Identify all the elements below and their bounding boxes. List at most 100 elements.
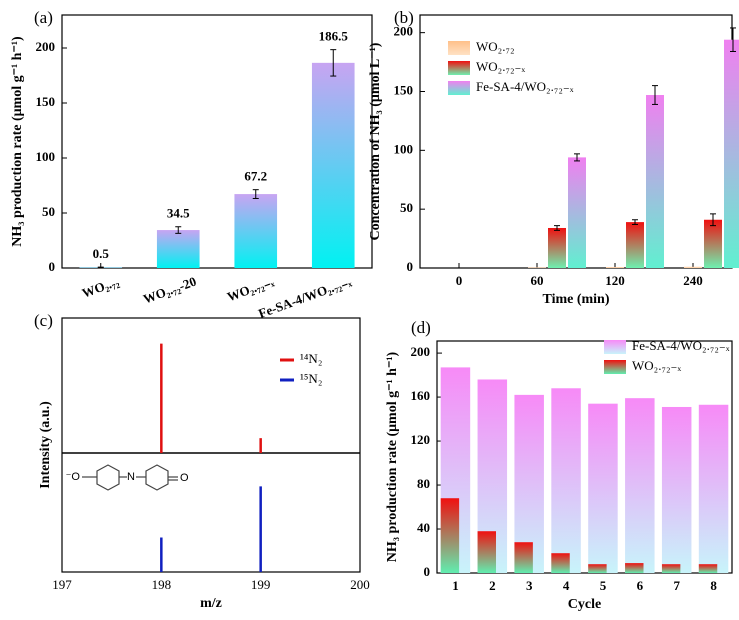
- y-axis-title: NH₃ production rate (μmol g⁻¹ h⁻¹): [10, 36, 25, 247]
- panel-label: (d): [411, 318, 431, 337]
- bar: [568, 157, 586, 268]
- structure-label: O: [180, 472, 189, 484]
- bar: [528, 267, 546, 268]
- bar: [588, 403, 618, 573]
- x-tick-label: 1: [452, 578, 459, 593]
- x-axis-title: Time (min): [542, 292, 609, 307]
- value-label: 67.2: [244, 169, 267, 184]
- x-tick-label: 5: [600, 578, 607, 593]
- bar: [551, 388, 581, 573]
- x-tick-label: 197: [52, 577, 72, 592]
- y-tick-label: 100: [36, 149, 56, 164]
- bar: [661, 406, 692, 573]
- x-tick-label: 8: [710, 578, 717, 593]
- legend-label: ¹⁴N₂: [300, 351, 322, 366]
- x-axis-title: Cycle: [568, 597, 601, 612]
- legend-label: WO₂.₇₂₋ₓ: [632, 358, 681, 373]
- x-tick-label: 199: [251, 577, 271, 592]
- x-tick-label: WO₂.₇₂-20: [141, 274, 198, 307]
- legend-swatch: [448, 61, 470, 75]
- bar: [477, 531, 496, 573]
- x-tick-label: WO₂.₇₂: [80, 273, 121, 300]
- legend-swatch: [448, 41, 470, 55]
- bar: [661, 564, 681, 573]
- error-bar: [574, 153, 580, 162]
- error-bar: [330, 49, 337, 77]
- y-tick-label: 40: [417, 520, 430, 535]
- panel-label: (a): [34, 8, 53, 27]
- y-tick-label: 0: [49, 259, 56, 274]
- error-bar: [632, 219, 638, 225]
- panel-label: (c): [34, 311, 53, 330]
- legend-label: ¹⁵N₂: [300, 371, 322, 386]
- bar: [440, 498, 460, 573]
- error-bar: [652, 85, 658, 105]
- legend-label: WO₂.₇₂: [476, 39, 515, 54]
- legend-label: WO₂.₇₂₋ₓ: [476, 59, 525, 74]
- structure-label: ⁻O: [66, 471, 81, 483]
- x-tick-label: 7: [673, 578, 680, 593]
- plot-frame: [61, 14, 373, 269]
- bar: [548, 227, 566, 268]
- x-axis-title: m/z: [200, 596, 222, 611]
- bar: [724, 39, 739, 269]
- bar: [704, 219, 722, 268]
- bar: [156, 230, 200, 268]
- bar: [311, 62, 355, 268]
- error-bar: [97, 266, 104, 269]
- y-tick-label: 0: [407, 259, 414, 274]
- y-tick-label: 120: [411, 432, 431, 447]
- x-tick-label: 3: [526, 578, 533, 593]
- y-tick-label: 200: [411, 344, 431, 359]
- panel-label: (b): [394, 8, 414, 27]
- y-axis-title: Intensity (a.u.): [38, 401, 53, 489]
- bar: [606, 267, 624, 268]
- bar: [625, 398, 655, 573]
- error-bar: [175, 226, 182, 234]
- bar: [234, 194, 278, 268]
- plot-frame: [436, 340, 733, 574]
- y-tick-label: 0: [424, 564, 431, 579]
- y-tick-label: 150: [394, 82, 414, 97]
- bar: [646, 95, 664, 268]
- x-tick-label: 200: [350, 577, 370, 592]
- bar: [684, 266, 702, 268]
- bar: [551, 553, 570, 573]
- y-tick-label: 200: [36, 39, 56, 54]
- value-label: 0.5: [93, 246, 110, 261]
- chemical-structure: [82, 464, 178, 491]
- y-tick-label: 80: [417, 476, 430, 491]
- x-tick-label: 2: [489, 578, 496, 593]
- x-tick-label: 6: [637, 578, 644, 593]
- bar: [698, 564, 718, 573]
- legend-swatch: [604, 340, 626, 354]
- bar: [588, 564, 607, 573]
- error-bar: [730, 27, 736, 52]
- y-tick-label: 50: [42, 204, 55, 219]
- legend-label: Fe-SA-4/WO₂.₇₂₋ₓ: [632, 338, 730, 353]
- y-tick-label: 200: [394, 24, 414, 39]
- bar: [514, 542, 533, 573]
- legend-label: Fe-SA-4/WO₂.₇₂₋ₓ: [476, 79, 574, 94]
- error-bar: [554, 225, 560, 231]
- x-tick-label: WO₂.₇₂₋ₓ: [225, 273, 276, 304]
- y-axis-title: Concentration of NH₃ (μmol L⁻¹): [368, 42, 383, 240]
- y-axis-title: NH₃ production rate (μmol g⁻¹ h⁻¹): [385, 351, 400, 562]
- error-bar: [252, 189, 259, 199]
- y-tick-label: 50: [400, 200, 413, 215]
- x-tick-label: 120: [605, 273, 625, 288]
- legend-swatch: [604, 360, 626, 374]
- x-tick-label: 198: [152, 577, 172, 592]
- y-tick-label: 100: [394, 141, 414, 156]
- value-label: 34.5: [167, 206, 190, 221]
- value-label: 186.5: [319, 29, 349, 44]
- x-tick-label: 4: [563, 578, 570, 593]
- bar: [625, 563, 644, 573]
- x-tick-label: 0: [456, 273, 463, 288]
- structure-label: N: [127, 471, 135, 483]
- y-tick-label: 150: [36, 94, 56, 109]
- bar: [698, 404, 729, 573]
- x-tick-label: 60: [531, 273, 544, 288]
- y-tick-label: 160: [411, 388, 431, 403]
